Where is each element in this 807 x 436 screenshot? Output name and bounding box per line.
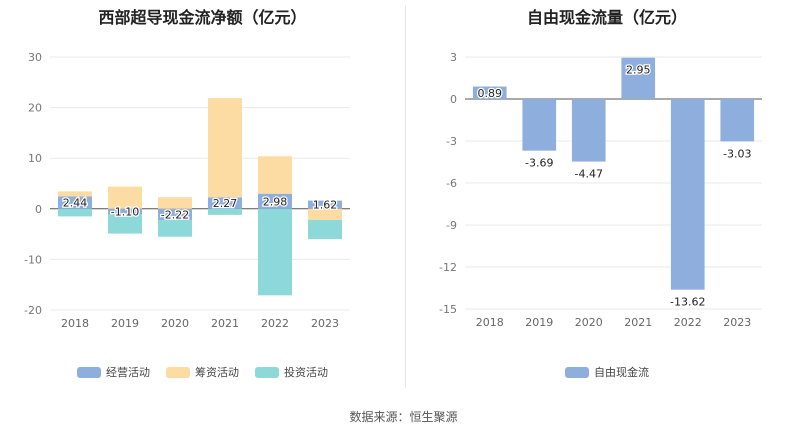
legend-swatch <box>77 366 101 378</box>
y-tick-label: 10 <box>28 152 42 165</box>
data-label: 0.89 <box>478 87 503 100</box>
data-label: 2.95 <box>626 64 651 77</box>
bar-投资活动 <box>58 208 92 217</box>
y-tick-label: -20 <box>24 304 42 317</box>
data-label: 2.98 <box>263 195 288 208</box>
legend-item[interactable]: 投资活动 <box>255 364 328 380</box>
y-tick-label: -15 <box>439 303 457 316</box>
chart-legend: 自由现金流 <box>407 364 807 380</box>
chart-title: 自由现金流量（亿元） <box>526 8 687 27</box>
bar-经营活动 <box>108 208 142 215</box>
data-label: -4.47 <box>575 168 603 181</box>
x-tick-label: 2021 <box>624 316 652 329</box>
y-tick-label: -3 <box>446 135 457 148</box>
data-label: -3.03 <box>723 147 751 160</box>
left-chart-panel: 西部超导现金流净额（亿元） -20 -10 0 10 20 30 2018 2.44 2019-… <box>0 0 405 395</box>
legend-label: 经营活动 <box>106 366 150 379</box>
bar-筹资活动 <box>308 208 342 220</box>
bar-投资活动 <box>108 214 142 234</box>
data-label: -13.62 <box>670 296 705 309</box>
legend-swatch <box>166 366 190 378</box>
y-tick-label: 0 <box>35 203 42 216</box>
data-label: -3.69 <box>525 157 553 170</box>
bar-自由现金流 <box>571 99 606 162</box>
bar-筹资活动 <box>208 98 242 198</box>
x-tick-label: 2019 <box>525 316 553 329</box>
bar-投资活动 <box>308 219 342 240</box>
bar-经营活动 <box>308 200 342 209</box>
bar-筹资活动 <box>158 197 192 209</box>
chart-legend: 经营活动 筹资活动 投资活动 <box>0 364 405 380</box>
cashflow-stacked-bar-chart: -20 -10 0 10 20 30 2018 2.44 2019 -1.10 2020 -2.22 2… <box>24 51 350 330</box>
y-tick-label: -9 <box>446 219 457 232</box>
data-label: 2.44 <box>63 197 88 210</box>
data-label: -1.10 <box>111 206 139 219</box>
y-tick-label: -6 <box>446 177 457 190</box>
y-tick-label: 30 <box>28 51 42 64</box>
bar-投资活动 <box>158 220 192 237</box>
legend-label: 投资活动 <box>284 366 328 379</box>
legend-label: 筹资活动 <box>195 366 239 379</box>
bar-筹资活动 <box>258 156 292 194</box>
bar-筹资活动 <box>108 186 142 209</box>
data-label: 1.62 <box>313 199 338 212</box>
x-tick-label: 2020 <box>575 316 603 329</box>
legend-item[interactable]: 筹资活动 <box>166 364 239 380</box>
bar-自由现金流 <box>720 99 755 142</box>
bar-筹资活动 <box>58 191 92 197</box>
free-cashflow-bar-chart: -15 -12 -9 -6 -3 0 3 2018 0.89 2019 -3.69 2020 -4.47… <box>439 51 762 329</box>
data-label: 2.27 <box>213 197 238 210</box>
x-tick-label: 2022 <box>261 317 289 330</box>
bar-自由现金流 <box>670 99 705 290</box>
bar-自由现金流 <box>472 86 507 99</box>
bar-投资活动 <box>208 208 242 215</box>
bar-经营活动 <box>258 193 292 209</box>
x-tick-label: 2019 <box>111 317 139 330</box>
x-tick-label: 2018 <box>476 316 504 329</box>
bar-投资活动 <box>258 208 292 296</box>
x-tick-label: 2022 <box>674 316 702 329</box>
x-tick-label: 2018 <box>61 317 89 330</box>
x-tick-label: 2020 <box>161 317 189 330</box>
right-chart-panel: 自由现金流量（亿元） -15 -12 -9 -6 -3 0 3 2018 0.89 2019 -3.… <box>407 0 807 395</box>
y-tick-label: 0 <box>450 93 457 106</box>
chart-title: 西部超导现金流净额（亿元） <box>98 8 307 27</box>
legend-swatch <box>255 366 279 378</box>
legend-swatch <box>565 366 589 378</box>
legend-label: 自由现金流 <box>594 366 649 379</box>
data-label: -2.22 <box>161 208 189 221</box>
bar-自由现金流 <box>621 57 656 99</box>
legend-item[interactable]: 经营活动 <box>77 364 150 380</box>
panel-divider <box>405 6 406 388</box>
y-tick-label: 20 <box>28 102 42 115</box>
x-tick-label: 2023 <box>723 316 751 329</box>
bar-经营活动 <box>58 196 92 209</box>
bar-经营活动 <box>158 208 192 221</box>
y-tick-label: -12 <box>439 261 457 274</box>
data-source-note: 数据来源：恒生聚源 <box>349 410 458 424</box>
bar-经营活动 <box>208 197 242 209</box>
y-tick-label: -10 <box>24 253 42 266</box>
x-tick-label: 2021 <box>211 317 239 330</box>
y-tick-label: 3 <box>450 51 457 64</box>
x-tick-label: 2023 <box>311 317 339 330</box>
legend-item[interactable]: 自由现金流 <box>565 364 649 380</box>
bar-自由现金流 <box>522 99 557 151</box>
